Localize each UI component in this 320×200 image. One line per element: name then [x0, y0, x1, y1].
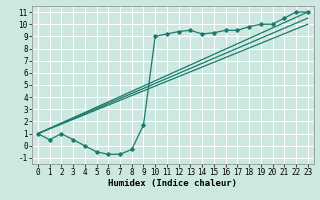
X-axis label: Humidex (Indice chaleur): Humidex (Indice chaleur) [108, 179, 237, 188]
